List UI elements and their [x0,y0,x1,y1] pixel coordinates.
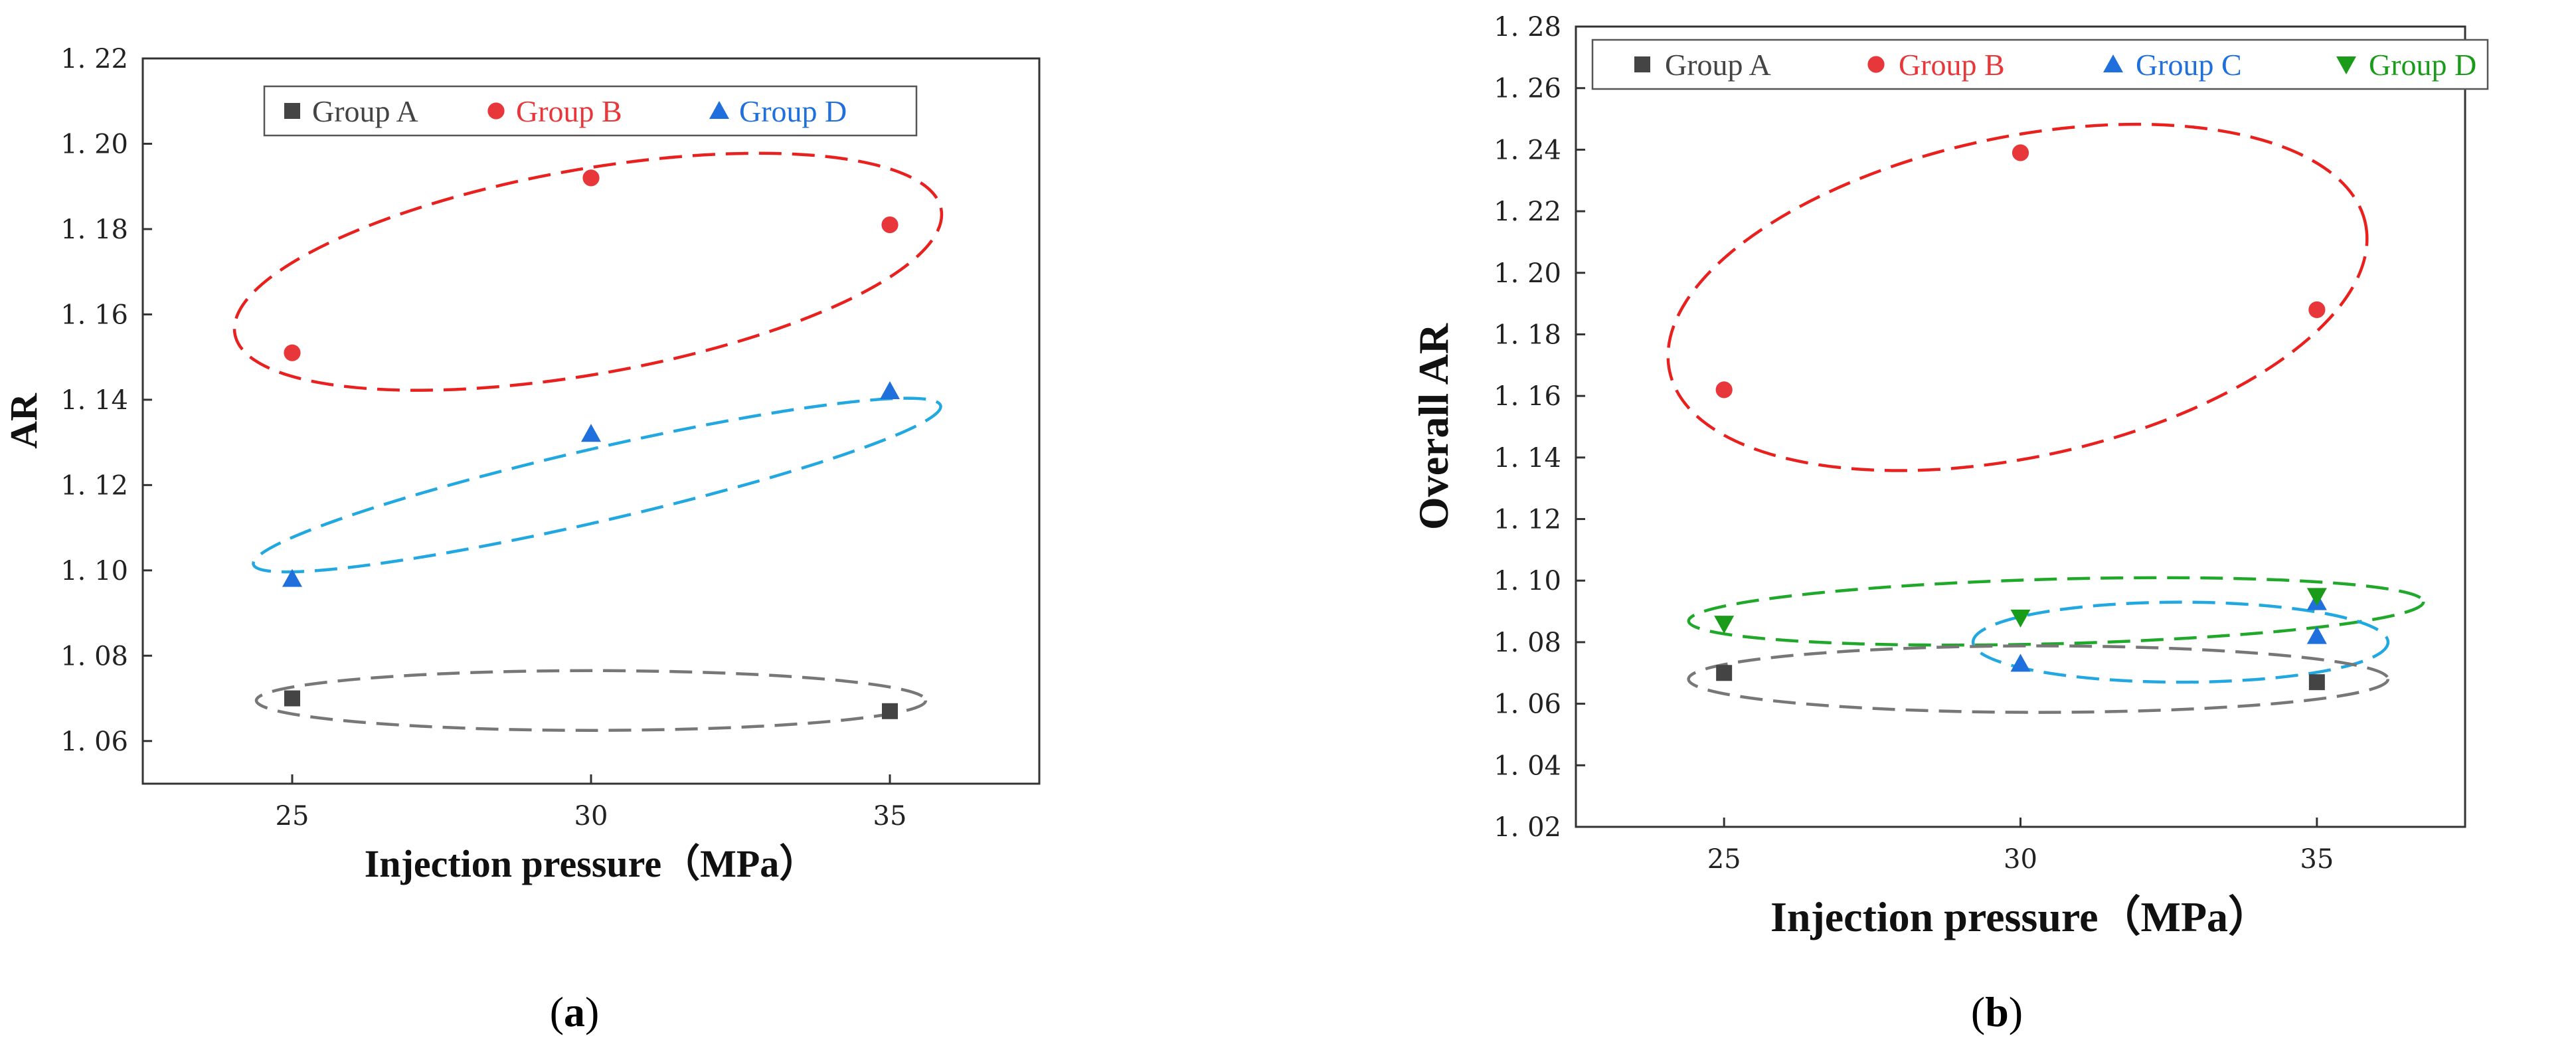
x-tick-label: 25 [1707,844,1741,875]
legend-label-group-a: Group A [1665,48,1771,82]
ellipse-group-a [254,669,928,732]
data-point-group-b [2308,301,2326,318]
legend-symbol-group-b [1867,56,1885,73]
ellipse-group-d [1687,576,2425,647]
legend-box [263,85,918,137]
y-tick-label: 1. 02 [1494,812,1561,843]
legend-label-group-b: Group B [516,94,622,128]
legend-symbol-group-a [1634,56,1650,72]
y-tick-label: 1. 24 [1494,135,1561,165]
legend-symbol-group-b [487,102,505,120]
legend-symbol-group-c [2103,54,2123,72]
y-tick-label: 1. 20 [1494,258,1561,289]
y-tick-label: 1. 06 [1494,689,1561,720]
y-tick-label: 1. 10 [60,556,128,586]
caption-open-paren: ( [550,988,564,1035]
legend-box [1591,39,2489,90]
panel-caption-a: (a) [550,988,600,1035]
data-point-group-b [2012,144,2029,161]
x-tick-label: 35 [873,801,907,832]
legend-symbol-group-d [709,101,729,119]
legend-symbol-group-d [2336,56,2356,74]
x-tick-label: 35 [2300,844,2334,875]
x-tick-label: 25 [276,801,309,832]
ellipse-group-c [1971,600,2390,684]
x-axis-title: Injection pressure（MPa） [365,842,818,885]
caption-close-paren: ) [585,988,599,1035]
y-tick-label: 1. 22 [1494,197,1561,227]
legend-label-group-d: Group D [2369,48,2476,82]
data-point-group-d [1714,616,1735,634]
data-point-group-a [2308,674,2325,691]
y-tick-label: 1. 10 [1494,566,1561,596]
y-tick-label: 1. 28 [1494,12,1561,43]
data-point-group-b [284,344,301,361]
y-tick-label: 1. 06 [60,727,128,757]
y-tick-label: 1. 04 [1494,750,1561,781]
y-tick-label: 1. 08 [60,641,128,671]
data-point-group-d [2010,609,2031,628]
legend-label-group-d: Group D [739,94,847,128]
x-tick-label: 30 [2004,844,2037,875]
y-tick-label: 1. 08 [1494,628,1561,658]
ellipse-group-b [232,151,944,392]
data-point-group-b [1715,381,1733,398]
legend-label-group-b: Group B [1899,48,2005,82]
x-tick-label: 30 [574,801,608,832]
caption-letter: a [564,988,585,1035]
y-tick-label: 1. 18 [1494,319,1561,350]
data-point-group-a [882,703,898,719]
data-point-group-d [581,424,601,442]
ellipse-group-d [252,396,942,574]
y-tick-label: 1. 26 [1494,74,1561,104]
data-point-group-d [282,569,302,587]
panel-caption-b: (b) [1971,988,2023,1035]
legend-label-group-c: Group C [2136,48,2242,82]
y-axis-title: Overall AR [1410,323,1457,530]
x-axis-title: Injection pressure（MPa） [1770,893,2271,940]
plot-frame [141,57,1041,785]
legend-symbol-group-a [284,103,300,119]
y-tick-label: 1. 12 [60,470,128,501]
y-tick-label: 1. 18 [60,215,128,245]
y-tick-label: 1. 12 [1494,505,1561,535]
data-point-group-d [2306,588,2327,606]
caption-letter: b [1985,988,2009,1035]
y-tick-label: 1. 22 [60,44,128,74]
y-tick-label: 1. 16 [60,300,128,330]
chart-panel-a: 1. 06 1. 08 1. 10 1. 12 1. 14 1. 16 1. 18 1. 20… [2,44,1041,885]
data-point-group-c [2010,654,2031,672]
legend-label-group-a: Group A [312,94,418,128]
y-axis-title: AR [2,393,45,449]
caption-open-paren: ( [1971,988,1985,1035]
data-point-group-a [1716,665,1733,681]
ellipse-group-a [1687,644,2390,714]
y-tick-label: 1. 14 [1494,443,1561,474]
chart-panel-b: 1. 02 1. 04 1. 06 1. 08 1. 10 1. 12 1. 14 1. 16… [1410,12,2489,940]
data-point-group-a [284,690,300,707]
ellipse-group-b [1666,122,2369,472]
caption-close-paren: ) [2009,988,2023,1035]
y-tick-label: 1. 16 [1494,381,1561,412]
data-point-group-b [881,216,899,234]
y-tick-label: 1. 20 [60,129,128,159]
data-point-group-d [880,381,900,400]
y-tick-label: 1. 14 [60,385,128,416]
data-point-group-c [2306,626,2327,644]
data-point-group-b [582,169,600,187]
